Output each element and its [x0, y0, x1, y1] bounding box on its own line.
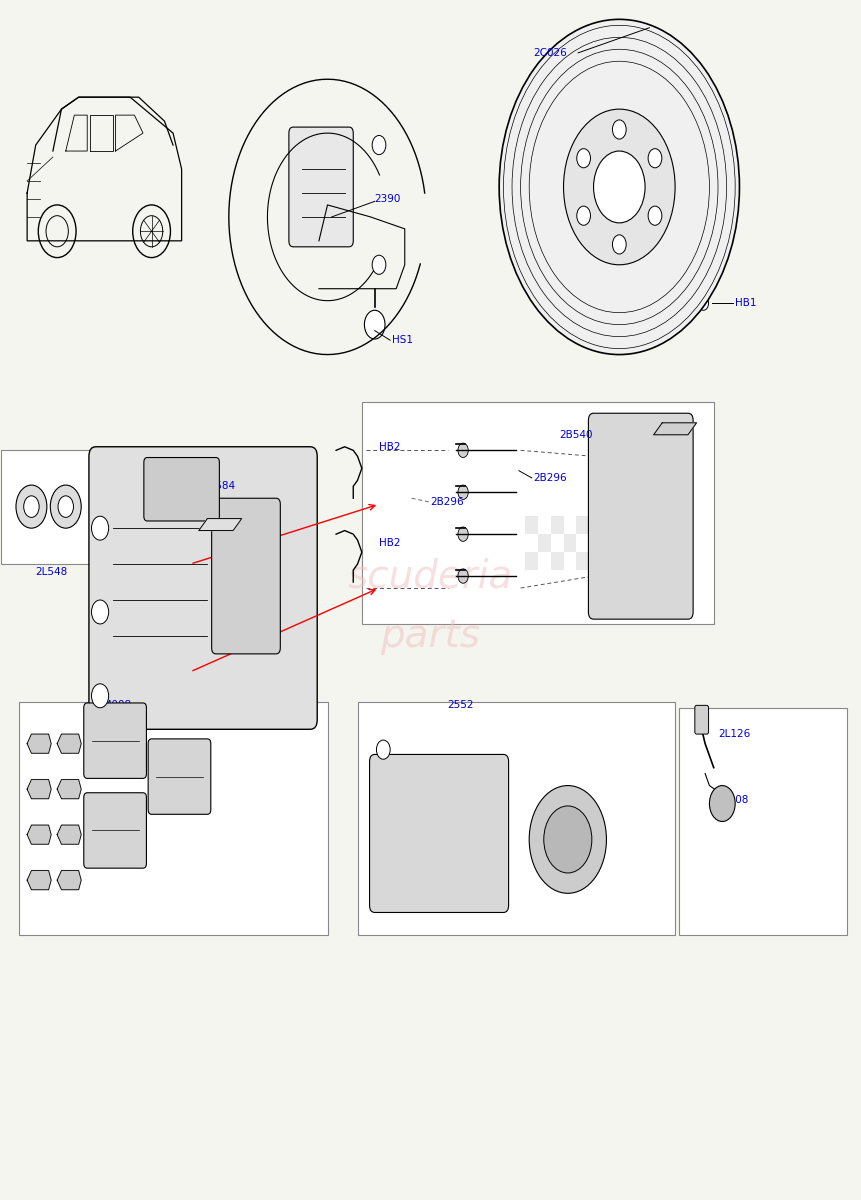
Bar — [551, 552, 563, 570]
FancyBboxPatch shape — [289, 127, 353, 247]
Text: scuderia: scuderia — [348, 557, 513, 595]
Circle shape — [709, 786, 735, 822]
Text: HB2: HB2 — [379, 442, 400, 451]
Text: 2B296: 2B296 — [430, 497, 464, 506]
Text: 2B540: 2B540 — [560, 430, 592, 439]
Text: HS1: HS1 — [392, 335, 413, 346]
Circle shape — [612, 235, 626, 254]
Text: 2M008: 2M008 — [96, 701, 131, 710]
Polygon shape — [199, 518, 242, 530]
Circle shape — [577, 206, 591, 226]
Circle shape — [612, 120, 626, 139]
Circle shape — [458, 485, 468, 499]
Bar — [563, 534, 576, 552]
Polygon shape — [57, 734, 81, 754]
Circle shape — [499, 19, 740, 354]
Bar — [551, 516, 563, 534]
Text: 2B296: 2B296 — [534, 473, 567, 482]
Circle shape — [530, 786, 606, 893]
Bar — [362, 402, 714, 624]
Bar — [538, 534, 551, 552]
Polygon shape — [57, 826, 81, 845]
Text: 2390: 2390 — [375, 194, 401, 204]
FancyBboxPatch shape — [369, 755, 509, 912]
Circle shape — [24, 496, 39, 517]
Text: 2L548: 2L548 — [35, 568, 68, 577]
Bar — [679, 708, 846, 935]
Circle shape — [16, 485, 46, 528]
Text: HB2: HB2 — [379, 538, 400, 547]
Circle shape — [376, 740, 390, 760]
Polygon shape — [28, 780, 51, 799]
Polygon shape — [653, 422, 697, 434]
Polygon shape — [57, 780, 81, 799]
Text: 2B296: 2B296 — [409, 868, 443, 878]
Text: 19584: 19584 — [203, 481, 236, 491]
Circle shape — [458, 443, 468, 457]
FancyBboxPatch shape — [588, 413, 693, 619]
Circle shape — [372, 256, 386, 275]
Circle shape — [544, 806, 592, 872]
Circle shape — [91, 684, 108, 708]
FancyBboxPatch shape — [84, 703, 146, 779]
Circle shape — [577, 149, 591, 168]
Polygon shape — [28, 826, 51, 845]
Circle shape — [458, 527, 468, 541]
Text: HB1: HB1 — [735, 298, 757, 308]
Polygon shape — [57, 870, 81, 889]
Bar — [19, 702, 327, 935]
Text: parts: parts — [381, 617, 480, 655]
Circle shape — [563, 109, 675, 265]
FancyBboxPatch shape — [84, 793, 146, 868]
Bar — [576, 552, 589, 570]
Circle shape — [364, 311, 385, 340]
Circle shape — [58, 496, 73, 517]
Text: 2L126: 2L126 — [718, 730, 750, 739]
Circle shape — [372, 136, 386, 155]
Bar — [525, 552, 538, 570]
FancyBboxPatch shape — [695, 706, 709, 734]
Text: 2552: 2552 — [448, 701, 474, 710]
Text: 2B296: 2B296 — [409, 796, 443, 806]
Bar — [525, 516, 538, 534]
Text: 2C026: 2C026 — [534, 48, 567, 58]
Polygon shape — [28, 734, 51, 754]
Circle shape — [593, 151, 645, 223]
Circle shape — [91, 516, 108, 540]
Bar — [576, 516, 589, 534]
Bar — [357, 702, 675, 935]
Polygon shape — [28, 870, 51, 889]
Circle shape — [50, 485, 81, 528]
Circle shape — [698, 296, 709, 311]
Circle shape — [458, 569, 468, 583]
FancyBboxPatch shape — [212, 498, 281, 654]
FancyBboxPatch shape — [144, 457, 220, 521]
Bar — [2, 450, 100, 564]
Circle shape — [648, 206, 662, 226]
FancyBboxPatch shape — [148, 739, 211, 815]
Circle shape — [648, 149, 662, 168]
FancyBboxPatch shape — [89, 446, 317, 730]
Text: 2208: 2208 — [722, 794, 749, 805]
Circle shape — [91, 600, 108, 624]
